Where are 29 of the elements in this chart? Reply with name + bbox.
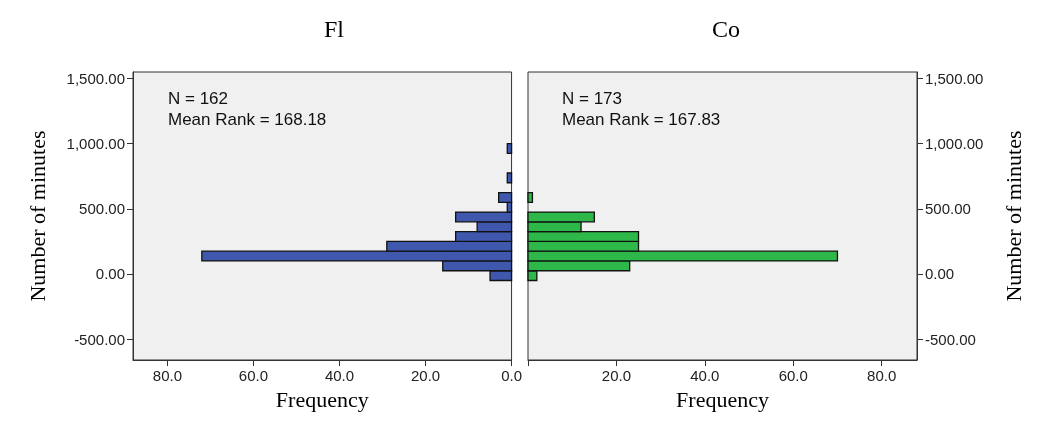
x-axis-title: Frequency — [275, 386, 369, 412]
annotation: Mean Rank = 168.18 — [168, 110, 327, 129]
x-tick-label: 40.0 — [690, 367, 720, 384]
x-tick-label: 80.0 — [152, 367, 183, 384]
y-tick-label: 500.00 — [79, 200, 125, 218]
x-tick-label: 80.0 — [867, 367, 897, 384]
y-tick-label: 0.00 — [95, 265, 125, 283]
y-tick-label: 0.00 — [925, 265, 955, 283]
x-tick-label: 20.0 — [410, 367, 441, 384]
x-axis-title: Frequency — [676, 386, 769, 412]
chart-title: Fl — [323, 16, 345, 42]
y-axis-title: Number of minutes — [24, 130, 50, 302]
x-tick-label: 0.0 — [501, 367, 522, 384]
y-tick-label: -500.00 — [74, 330, 125, 348]
y-tick-label: 500.00 — [925, 200, 971, 218]
x-tick-label: 60.0 — [238, 367, 269, 384]
y-tick-label: 1,500.00 — [925, 70, 984, 88]
chart-title: Co — [711, 16, 741, 42]
annotation: N = 162 — [168, 89, 229, 108]
y-tick-label: 1,500.00 — [66, 70, 125, 88]
annotation: N = 173 — [562, 89, 623, 108]
y-tick-label: 1,000.00 — [66, 135, 125, 153]
y-axis-title: Number of minutes — [1000, 130, 1026, 302]
y-tick-label: 1,000.00 — [925, 135, 984, 153]
x-tick-label: 20.0 — [601, 367, 632, 384]
x-tick-label: 60.0 — [778, 367, 808, 384]
y-tick-label: -500.00 — [925, 330, 976, 348]
x-tick-label: 40.0 — [324, 367, 355, 384]
annotation: Mean Rank = 167.83 — [562, 110, 721, 129]
